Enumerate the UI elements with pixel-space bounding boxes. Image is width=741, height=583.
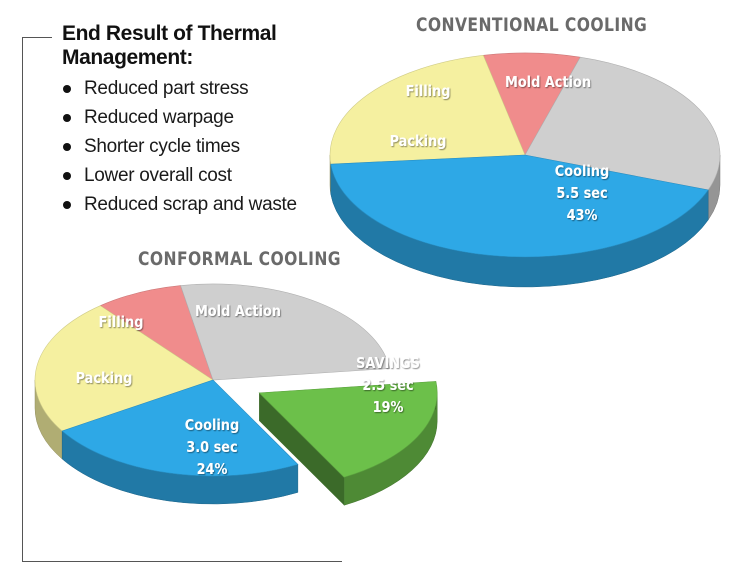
label-packing: Packing [390,133,447,150]
slice-edge-savings-1 [259,392,345,506]
label-line-cooling: 5.5 sec [556,185,607,202]
label-line-savings: 19% [373,399,404,416]
slice-top-mold-action [180,283,391,381]
label-mold-action: Mold Action [195,303,281,320]
bullet-icon [63,201,71,209]
label-line-mold-action: Mold Action [195,303,281,320]
list-item-text: Reduced warpage [84,107,234,128]
slice-packing [34,305,214,460]
slice-packing [329,55,526,195]
label-line-cooling: 3.0 sec [186,439,237,456]
slice-filling [482,52,581,156]
bullet-icon [63,143,71,151]
label-savings: SAVINGS 2.5 sec 19% [356,355,420,416]
label-cooling: Cooling 3.0 sec 24% [185,417,239,478]
list-item-text: Lower overall cost [84,165,232,186]
slice-cooling [61,379,299,505]
slice-top-packing [329,55,526,165]
conventional-chart-title: CONVENTIONAL COOLING [416,14,648,36]
list-item: Reduced scrap and waste [62,190,342,219]
slice-filling [99,285,214,381]
label-line-filling: Filling [406,83,451,100]
slice-savings [258,381,438,506]
label-line-cooling: Cooling [185,417,239,434]
slice-mold-action [180,283,391,381]
label-filling: Filling [406,83,451,100]
slice-top-cooling [61,379,299,477]
list-item: Reduced part stress [62,74,342,103]
conventional-cooling-pie: Cooling 5.5 sec 43% Packing Filling Mold Acti… [329,52,721,288]
slice-top-filling [482,52,581,156]
bullet-icon [63,85,71,93]
label-line-savings: SAVINGS [356,355,420,372]
results-list: Reduced part stress Reduced warpage Shor… [62,74,342,219]
list-item: Lower overall cost [62,161,342,190]
label-line-mold-action: Mold Action [505,74,591,91]
bullet-icon [63,172,71,180]
slice-cooling [330,154,709,288]
label-packing: Packing [76,370,133,387]
bracket-bottom-line [22,561,342,562]
label-line-cooling: Cooling [555,163,609,180]
label-line-savings: 2.5 sec [362,377,413,394]
conformal-cooling-pie: SAVINGS 2.5 sec 19% Cooling 3.0 sec 24% Packin… [34,283,438,506]
list-item-text: Reduced scrap and waste [84,194,297,215]
label-line-cooling: 24% [197,461,228,478]
results-title: End Result of Thermal Management: [62,22,277,69]
label-mold-action: Mold Action [505,74,591,91]
slice-top-mold-action [524,56,721,191]
list-item: Shorter cycle times [62,132,342,161]
conformal-chart-title: CONFORMAL COOLING [138,248,341,270]
label-line-filling: Filling [99,314,144,331]
slice-top-savings [258,381,438,478]
bracket-line [22,37,23,562]
list-item-text: Reduced part stress [84,78,249,99]
label-filling: Filling [99,314,144,331]
slice-top-cooling [330,154,709,258]
label-line-packing: Packing [76,370,133,387]
list-item-text: Shorter cycle times [84,136,240,157]
slice-top-packing [34,305,214,432]
label-cooling: Cooling 5.5 sec 43% [555,163,609,224]
bullet-icon [63,114,71,122]
bracket-top-line [22,37,52,38]
label-line-cooling: 43% [567,207,598,224]
list-item: Reduced warpage [62,103,342,132]
label-line-packing: Packing [390,133,447,150]
results-panel: End Result of Thermal Management: Reduce… [62,22,342,219]
slice-mold-action [524,56,721,221]
slice-top-filling [99,285,214,381]
